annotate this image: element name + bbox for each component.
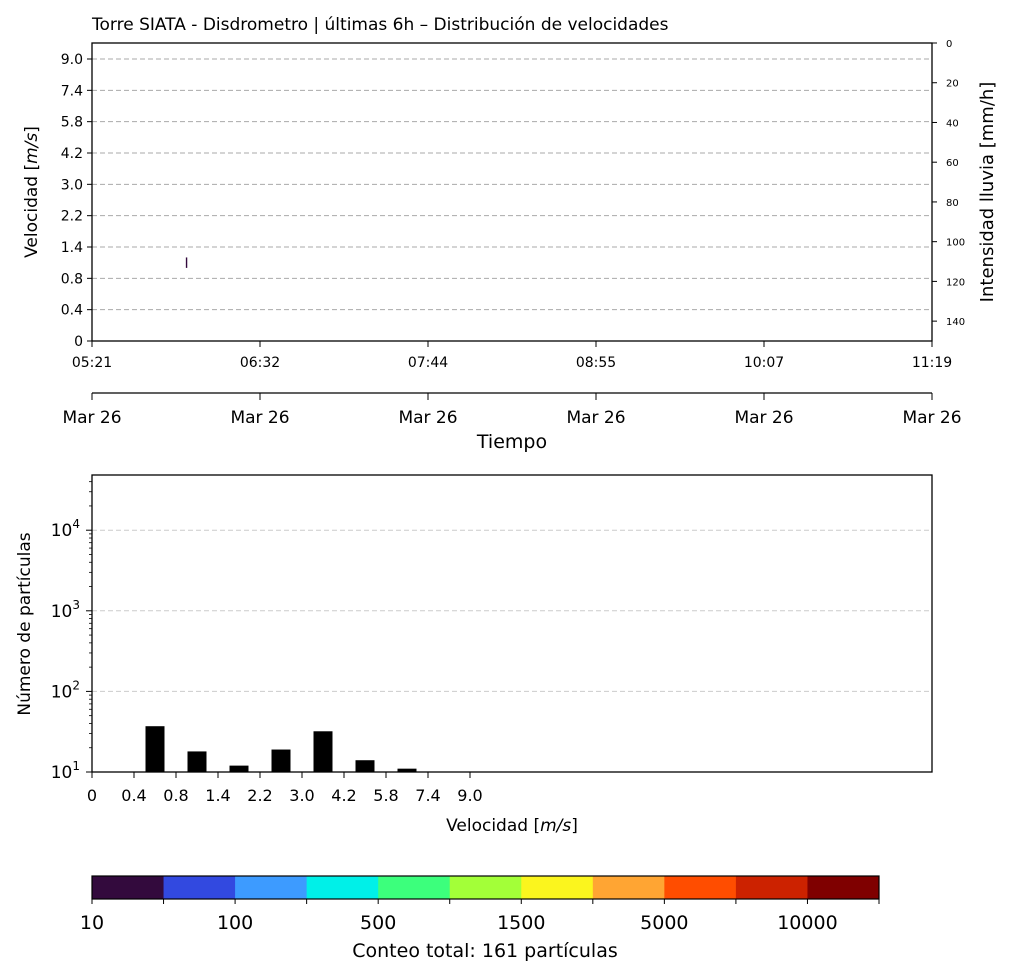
heatmap-x-date-label: Mar 26: [62, 408, 121, 428]
histogram-x-tick-label: 1.4: [205, 786, 230, 805]
heatmap-y-tick-label: 0.8: [61, 271, 83, 287]
colorbar-segment: [807, 876, 880, 899]
heatmap-x-date-label: Mar 26: [398, 408, 457, 428]
colorbar: [92, 876, 880, 899]
secondary-y-tick-label: 120: [946, 277, 965, 288]
histogram-x-tick-label: 7.4: [415, 786, 440, 805]
histogram-x-ticks: 0 0.4 0.8 1.4 2.2 3.0 4.2 5.8 7.4 9.0: [87, 772, 483, 805]
heatmap-cells: [185, 257, 188, 268]
colorbar-segment: [449, 876, 522, 899]
histogram-x-tick-label: 3.0: [289, 786, 314, 805]
heatmap-x-time-label: 08:55: [576, 355, 616, 371]
secondary-y-tick-label: 20: [946, 79, 959, 90]
heatmap-y-tick-label: 0: [74, 334, 83, 350]
histogram-bar: [355, 760, 375, 772]
colorbar-ticks: 10 100 500 1500 5000 10000: [80, 899, 880, 934]
heatmap-x-date-label: Mar 26: [566, 408, 625, 428]
colorbar-segment: [235, 876, 308, 899]
colorbar-segment: [521, 876, 594, 899]
heatmap-y-tick-label: 4.2: [61, 146, 83, 162]
histogram-x-tick-label: 9.0: [457, 786, 482, 805]
histogram-y-tick-label: 102: [51, 678, 80, 702]
heatmap-y-tick-label: 5.8: [61, 115, 83, 131]
heatmap-y-tick-label: 3.0: [61, 177, 83, 193]
heatmap-plot-area: [91, 42, 933, 342]
heatmap-x-date-ticks: Mar 26 Mar 26 Mar 26 Mar 26 Mar 26 Mar 26: [62, 393, 962, 428]
colorbar-segment: [163, 876, 236, 899]
heatmap-y-tick-label: 7.4: [61, 83, 83, 99]
histogram-bar: [187, 751, 207, 772]
colorbar-tick-label: 500: [360, 912, 396, 934]
histogram-x-tick-label: 0.4: [121, 786, 146, 805]
histogram-bars: [145, 726, 417, 772]
histogram-bar: [271, 749, 291, 772]
colorbar-segment: [735, 876, 808, 899]
heatmap-x-date-label: Mar 26: [734, 408, 793, 428]
histogram-x-tick-label: 0.8: [163, 786, 188, 805]
histogram-y-tick-label: 101: [51, 759, 80, 783]
histogram-y-tick-label: 104: [51, 517, 80, 541]
heatmap-secondary-y-ticks: 0 20 40 60 80 100 120 140: [932, 39, 965, 328]
heatmap-x-time-label: 06:32: [240, 355, 280, 371]
heatmap-x-date-label: Mar 26: [230, 408, 289, 428]
colorbar-segment: [664, 876, 737, 899]
histogram-y-label: Número de partículas: [15, 532, 35, 715]
secondary-y-tick-label: 0: [946, 39, 952, 50]
histogram-y-ticks: 101 102 103 104: [51, 481, 92, 783]
heatmap-title: Torre SIATA - Disdrometro | últimas 6h –…: [91, 15, 669, 35]
histogram-x-tick-label: 4.2: [331, 786, 356, 805]
colorbar-tick-label: 10: [80, 912, 104, 934]
colorbar-tick-label: 100: [217, 912, 253, 934]
secondary-y-tick-label: 100: [946, 238, 965, 249]
heatmap-x-label: Tiempo: [476, 431, 547, 453]
histogram-bar: [397, 768, 417, 772]
histogram-grid: [92, 529, 932, 692]
heatmap-x-date-label: Mar 26: [902, 408, 961, 428]
heatmap-grid: [92, 58, 932, 311]
heatmap-x-time-ticks: 05:21 06:32 07:44 08:55 10:07 11:19: [72, 341, 952, 371]
histogram-y-tick-label: 103: [51, 598, 80, 622]
heatmap-y-tick-label: 1.4: [61, 240, 83, 256]
heatmap-y-tick-label: 9.0: [61, 52, 83, 68]
heatmap-x-time-label: 11:19: [912, 355, 952, 371]
heatmap-y-tick-label: 0.4: [61, 303, 83, 319]
secondary-y-tick-label: 40: [946, 118, 959, 129]
colorbar-frame: [91, 875, 880, 900]
secondary-y-tick-label: 140: [946, 317, 965, 328]
heatmap-cell: [185, 257, 188, 268]
histogram-x-tick-label: 5.8: [373, 786, 398, 805]
secondary-y-tick-label: 60: [946, 158, 959, 169]
heatmap-x-time-label: 05:21: [72, 355, 112, 371]
colorbar-tick-label: 1500: [497, 912, 545, 934]
colorbar-segment: [378, 876, 451, 899]
heatmap-y-tick-label: 2.2: [61, 209, 83, 225]
histogram-x-label: Velocidad [m/s]: [446, 816, 578, 836]
secondary-y-tick-label: 80: [946, 198, 959, 209]
heatmap-x-time-label: 07:44: [408, 355, 448, 371]
colorbar-tick-label: 10000: [777, 912, 837, 934]
histogram-bar: [145, 726, 165, 772]
heatmap-x-time-label: 10:07: [744, 355, 784, 371]
colorbar-tick-label: 5000: [640, 912, 688, 934]
histogram-bar: [313, 731, 333, 772]
histogram-plot-area: [91, 474, 933, 773]
histogram-x-tick-label: 2.2: [247, 786, 272, 805]
colorbar-segment: [306, 876, 379, 899]
heatmap-secondary-y-label: Intensidad lluvia [mm/h]: [977, 82, 998, 303]
heatmap-y-ticks: 0 0.4 0.8 1.4 2.2 3.0 4.2 5.8 7.4 9.0: [61, 52, 92, 350]
colorbar-segment: [92, 876, 165, 899]
colorbar-segment: [592, 876, 665, 899]
histogram-bar: [229, 765, 249, 772]
colorbar-label: Conteo total: 161 partículas: [352, 940, 617, 962]
heatmap-y-label: Velocidad [m/s]: [22, 126, 42, 258]
histogram-x-tick-label: 0: [87, 786, 97, 805]
